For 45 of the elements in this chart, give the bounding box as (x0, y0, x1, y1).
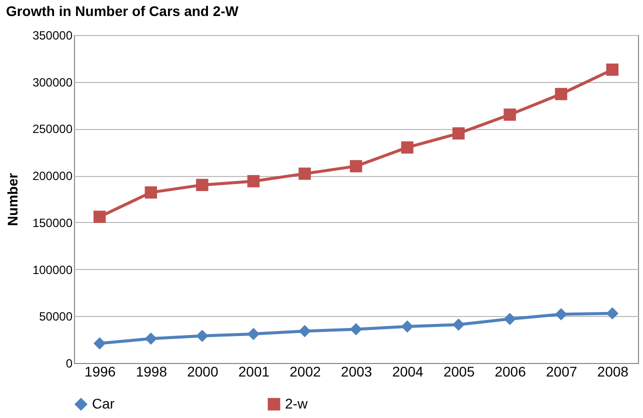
point (144, 332, 158, 345)
x-tick-label: 1998 (136, 364, 168, 380)
y-tick-label: 350000 (32, 28, 73, 42)
point (196, 330, 208, 342)
point (350, 323, 362, 336)
y-tick-label: 0 (66, 356, 73, 370)
point (606, 64, 618, 76)
y-tick-label: 50000 (39, 310, 73, 324)
x-tick-label: 2006 (494, 364, 526, 380)
point (350, 160, 362, 172)
x-tick-label: 2007 (546, 364, 578, 380)
x-tick-label: 2000 (187, 364, 218, 380)
point (554, 308, 568, 320)
y-axis-title: Number (4, 172, 20, 226)
y-tick-label: 150000 (32, 216, 73, 230)
point (504, 108, 516, 121)
point (247, 328, 260, 340)
point (94, 337, 106, 350)
point (452, 318, 465, 331)
point (401, 320, 414, 333)
point (401, 141, 414, 154)
y-tick-label: 300000 (32, 75, 73, 90)
point (298, 325, 311, 338)
y-tick-label: 250000 (32, 122, 73, 136)
x-tick-label: 2004 (392, 364, 424, 380)
point (504, 312, 516, 326)
x-tick-label: 2001 (238, 364, 270, 380)
point (94, 210, 106, 223)
legend-label: 2-w (285, 395, 308, 412)
x-tick-label: 2003 (340, 364, 372, 380)
x-tick-label: 2008 (597, 364, 629, 380)
y-tick-label: 100000 (32, 262, 73, 277)
x-tick-label: 1996 (84, 364, 116, 380)
point (554, 88, 568, 100)
point (247, 175, 260, 188)
point (196, 178, 208, 192)
legend-label: Car (92, 395, 115, 412)
point (606, 307, 618, 320)
chart-title: Growth in Number of Cars and 2-W (6, 3, 240, 19)
x-tick-label: 2005 (443, 364, 475, 380)
y-tick-label: 200000 (32, 169, 73, 184)
point (452, 127, 465, 140)
x-tick-label: 2002 (290, 364, 322, 380)
point (144, 186, 158, 199)
point (298, 168, 311, 180)
